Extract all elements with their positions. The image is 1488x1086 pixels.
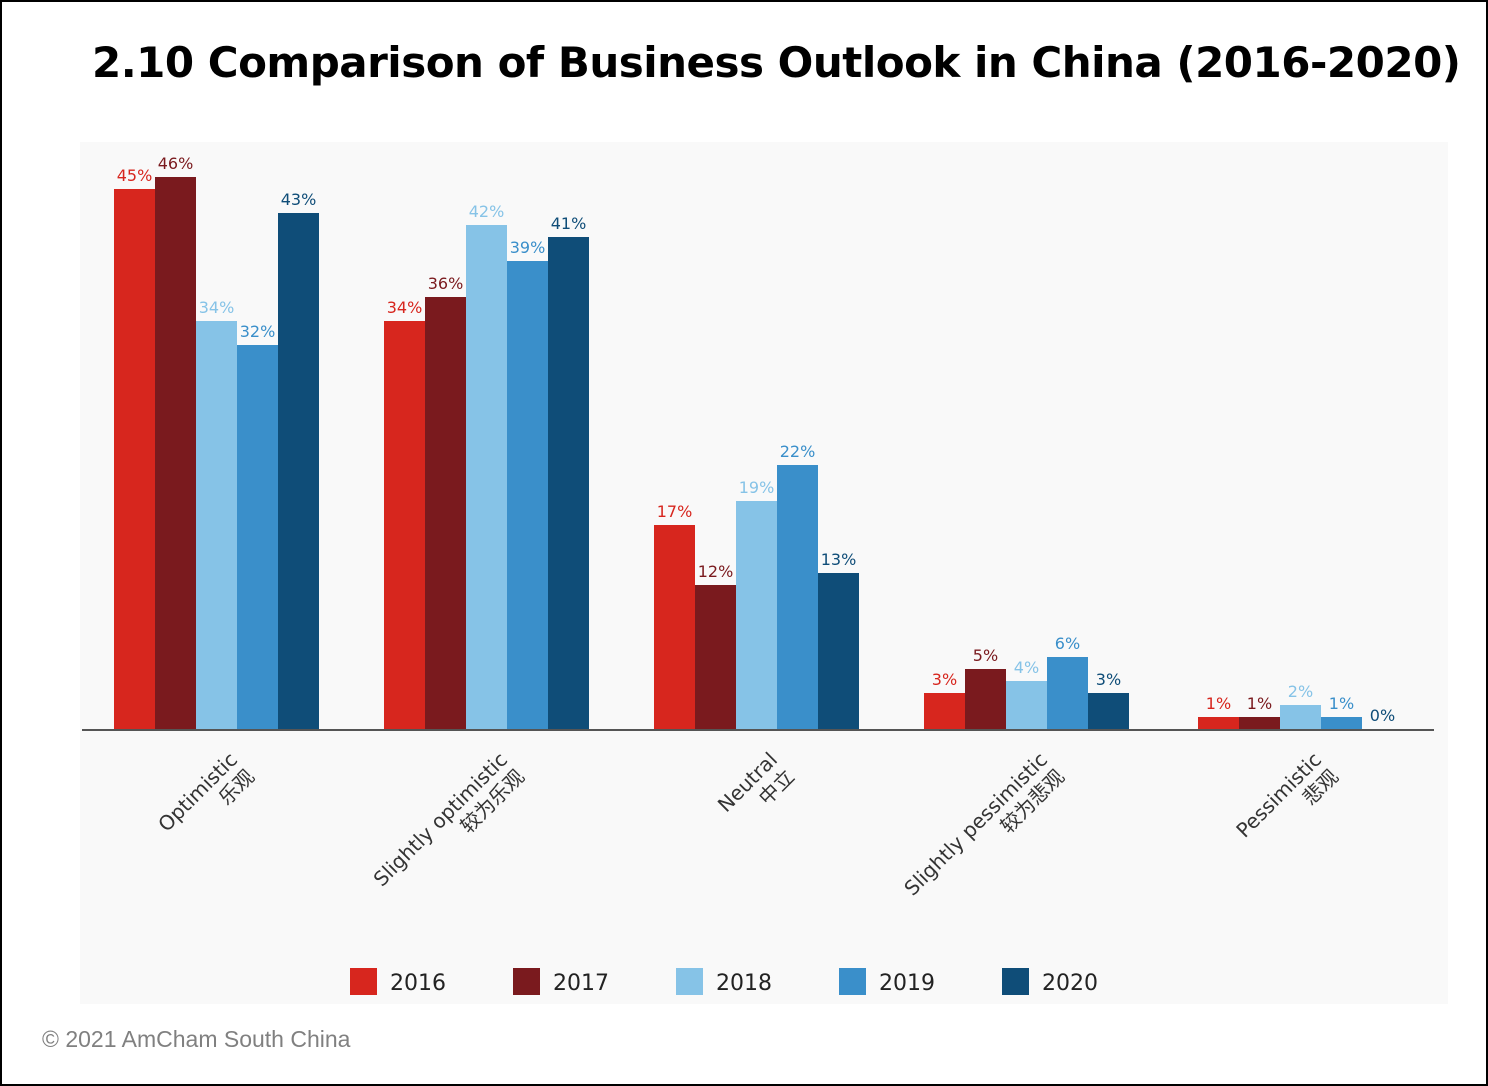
data-label-2020-2: 41% xyxy=(551,214,587,233)
data-label-2019-4: 6% xyxy=(1055,634,1080,653)
data-label-2018-1: 34% xyxy=(199,298,235,317)
data-label-2018-3: 19% xyxy=(739,478,775,497)
data-label-2016-1: 45% xyxy=(117,166,153,185)
chart-panel: 45% 34% 17% 3% 1% 46% 36% 12% 5% 1% 34% 42% 19% 4% 2% 3… xyxy=(80,142,1448,1004)
legend-swatch-2018 xyxy=(676,968,703,995)
data-label-2020-4: 3% xyxy=(1096,670,1121,689)
category-label-3: Neutral中立 xyxy=(713,748,799,834)
bar-2019-5 xyxy=(1321,717,1362,729)
legend-swatch-2017 xyxy=(513,968,540,995)
data-label-2016-5: 1% xyxy=(1206,694,1231,713)
bar-2017-5 xyxy=(1239,717,1280,729)
bar-2020-4 xyxy=(1088,693,1129,729)
legend-swatch-2019 xyxy=(839,968,866,995)
bar-2017-2 xyxy=(425,297,466,729)
data-label-2018-4: 4% xyxy=(1014,658,1039,677)
data-label-2020-3: 13% xyxy=(821,550,857,569)
data-label-2016-4: 3% xyxy=(932,670,957,689)
copyright-notice: © 2021 AmCham South China xyxy=(42,1026,351,1052)
data-label-2020-5: 0% xyxy=(1370,706,1395,725)
bar-2018-1 xyxy=(196,321,237,729)
bar-2016-2 xyxy=(384,321,425,729)
data-label-2016-2: 34% xyxy=(387,298,423,317)
data-label-2017-2: 36% xyxy=(428,274,464,293)
legend-label-2016: 2016 xyxy=(390,971,446,996)
data-label-2017-4: 5% xyxy=(973,646,998,665)
bar-2016-4 xyxy=(924,693,965,729)
data-label-2018-2: 42% xyxy=(469,202,505,221)
bar-2017-1 xyxy=(155,177,196,729)
data-label-2019-1: 32% xyxy=(240,322,276,341)
legend-label-2019: 2019 xyxy=(879,971,935,996)
category-label-en-4: Slightly pessimistic xyxy=(899,748,1052,901)
legend-swatch-2016 xyxy=(350,968,377,995)
category-label-2: Slightly optimistic较为乐观 xyxy=(369,748,529,908)
bar-2019-1 xyxy=(237,345,278,729)
page-title: 2.10 Comparison of Business Outlook in C… xyxy=(92,38,1461,87)
data-label-2018-5: 2% xyxy=(1288,682,1313,701)
legend-label-2017: 2017 xyxy=(553,971,609,996)
bar-2019-4 xyxy=(1047,657,1088,729)
data-label-2019-3: 22% xyxy=(780,442,816,461)
bar-2016-5 xyxy=(1198,717,1239,729)
data-label-2017-3: 12% xyxy=(698,562,734,581)
data-label-2019-2: 39% xyxy=(510,238,546,257)
category-label-5: Pessimistic悲观 xyxy=(1231,748,1343,860)
bar-2016-3 xyxy=(654,525,695,729)
bar-2019-2 xyxy=(507,261,548,729)
bar-2018-2 xyxy=(466,225,507,729)
data-label-2019-5: 1% xyxy=(1329,694,1354,713)
legend-label-2018: 2018 xyxy=(716,971,772,996)
bar-2018-5 xyxy=(1280,705,1321,729)
bar-2017-3 xyxy=(695,585,736,729)
bar-chart: 45% 34% 17% 3% 1% 46% 36% 12% 5% 1% 34% 42% 19% 4% 2% 3… xyxy=(82,154,1434,996)
bar-2018-3 xyxy=(736,501,777,729)
bar-2020-1 xyxy=(278,213,319,729)
data-label-2017-5: 1% xyxy=(1247,694,1272,713)
data-label-2016-3: 17% xyxy=(657,502,693,521)
legend-label-2020: 2020 xyxy=(1042,971,1098,996)
data-label-2017-1: 46% xyxy=(158,154,194,173)
bar-2017-4 xyxy=(965,669,1006,729)
category-label-4: Slightly pessimistic较为悲观 xyxy=(899,748,1069,918)
data-label-2020-1: 43% xyxy=(281,190,317,209)
bar-2020-2 xyxy=(548,237,589,729)
bar-2019-3 xyxy=(777,465,818,729)
bar-2020-3 xyxy=(818,573,859,729)
category-label-1: Optimistic乐观 xyxy=(153,748,259,854)
legend-swatch-2020 xyxy=(1002,968,1029,995)
bar-2018-4 xyxy=(1006,681,1047,729)
bar-2016-1 xyxy=(114,189,155,729)
